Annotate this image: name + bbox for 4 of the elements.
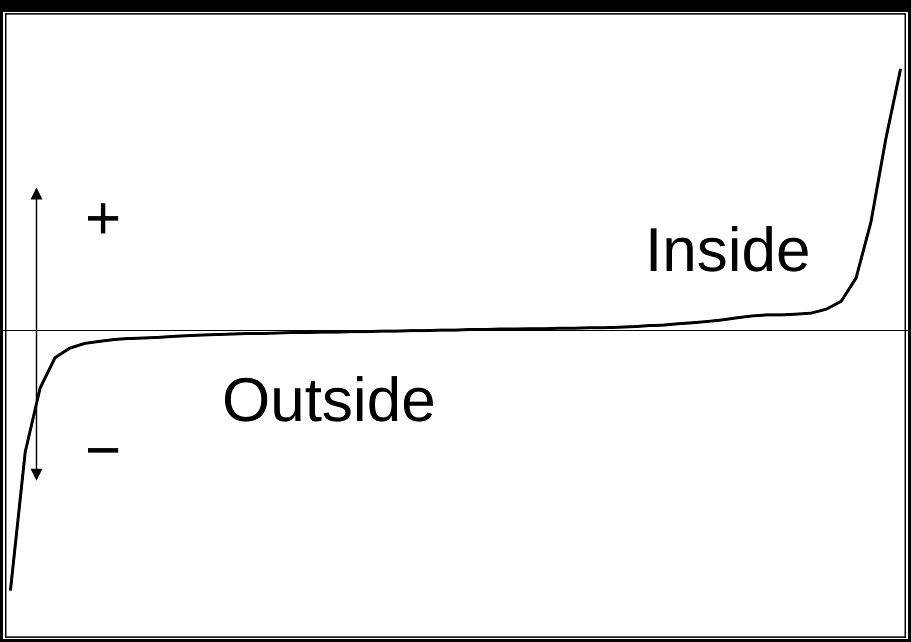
- annotation: Inside: [645, 216, 810, 285]
- annotation: +: [85, 184, 122, 253]
- annotation: −: [85, 416, 122, 485]
- annotation: Outside: [222, 366, 436, 435]
